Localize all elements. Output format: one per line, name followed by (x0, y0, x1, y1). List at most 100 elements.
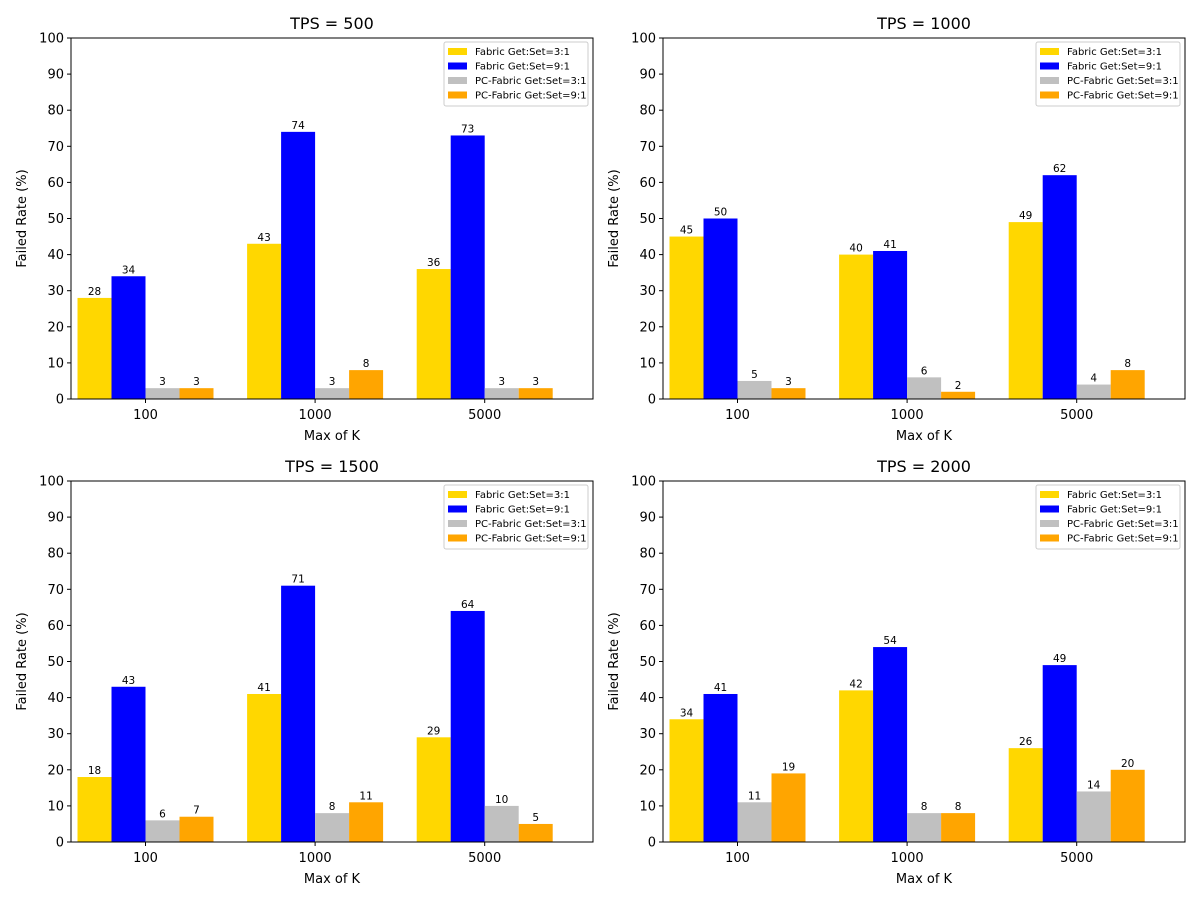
legend-swatch-2 (448, 77, 467, 84)
y-tick-label-3: 30 (639, 727, 656, 742)
y-tick-label-10: 100 (631, 32, 656, 47)
y-axis-label: Failed Rate (%) (15, 612, 30, 710)
y-tick-label-0: 0 (56, 836, 64, 851)
chart-title: TPS = 2000 (876, 457, 971, 476)
x-tick-label-1: 1000 (299, 851, 332, 866)
bar-2-1 (907, 377, 942, 399)
legend-entry-2: PC-Fabric Get:Set=3:1 (475, 76, 587, 87)
legend: Fabric Get:Set=3:1 Fabric Get:Set=9:1 PC-F… (1035, 41, 1181, 107)
value-label-2-0: 6 (159, 808, 166, 820)
legend-swatch-0 (448, 491, 467, 498)
y-tick-label-7: 70 (47, 140, 64, 155)
bar-1-2 (1042, 175, 1077, 399)
value-label-0-2: 29 (427, 725, 440, 737)
legend-entry-2: PC-Fabric Get:Set=3:1 (1067, 519, 1179, 530)
bar-0-0 (77, 777, 112, 842)
legend-box (1035, 41, 1181, 107)
bar-1-2 (450, 135, 485, 399)
bar-2-2 (1076, 791, 1111, 842)
y-tick-label-5: 50 (639, 212, 656, 227)
bar-3-1 (941, 391, 976, 399)
bar-3-0 (771, 773, 806, 842)
bar-2-1 (315, 388, 350, 399)
x-tick-label-2: 5000 (468, 851, 501, 866)
bar-0-2 (1008, 222, 1043, 399)
y-tick-label-5: 50 (47, 655, 64, 670)
legend: Fabric Get:Set=3:1 Fabric Get:Set=9:1 PC-F… (443, 484, 589, 550)
y-axis-label: Failed Rate (%) (607, 612, 622, 710)
bar-1-1 (281, 585, 316, 842)
bar-1-0 (111, 276, 146, 399)
legend-entry-2: PC-Fabric Get:Set=3:1 (475, 519, 587, 530)
value-label-2-2: 14 (1087, 779, 1101, 791)
x-tick-label-2: 5000 (468, 408, 501, 423)
value-label-3-0: 19 (782, 761, 795, 773)
x-tick-label-1: 1000 (299, 408, 332, 423)
y-tick-label-5: 50 (47, 212, 64, 227)
value-label-2-2: 4 (1090, 373, 1097, 385)
legend-entry-1: Fabric Get:Set=9:1 (475, 62, 570, 73)
bar-2-0 (145, 388, 180, 399)
bar-2-2 (1076, 384, 1111, 399)
y-tick-label-6: 60 (639, 619, 656, 634)
y-tick-label-6: 60 (639, 176, 656, 191)
legend-entry-3: PC-Fabric Get:Set=9:1 (475, 91, 587, 102)
value-label-1-0: 34 (122, 264, 136, 276)
value-label-1-1: 74 (291, 120, 305, 132)
bar-2-2 (484, 388, 519, 399)
y-tick-label-0: 0 (648, 393, 656, 408)
y-tick-label-3: 30 (47, 727, 64, 742)
value-label-1-2: 64 (461, 599, 475, 611)
legend-swatch-0 (448, 48, 467, 55)
bar-3-1 (941, 813, 976, 842)
legend-swatch-1 (1040, 505, 1059, 513)
legend-entry-0: Fabric Get:Set=3:1 (1067, 47, 1162, 58)
value-label-0-1: 42 (849, 678, 862, 690)
y-tick-label-10: 100 (631, 475, 656, 490)
y-tick-label-8: 80 (47, 104, 64, 119)
y-axis-label: Failed Rate (%) (15, 169, 30, 267)
value-label-0-1: 41 (257, 682, 270, 694)
y-tick-label-2: 20 (639, 763, 656, 778)
bar-0-0 (669, 719, 704, 842)
value-label-1-0: 43 (122, 675, 135, 687)
bar-2-0 (737, 380, 772, 399)
value-label-3-0: 3 (785, 376, 792, 388)
x-axis-label: Max of K (304, 429, 361, 444)
y-tick-label-6: 60 (47, 176, 64, 191)
value-label-1-1: 41 (883, 239, 896, 251)
value-label-1-0: 50 (714, 207, 727, 219)
bar-0-1 (839, 254, 874, 399)
y-tick-label-9: 90 (47, 68, 64, 83)
legend-swatch-2 (1040, 520, 1059, 527)
value-label-0-2: 26 (1019, 736, 1033, 748)
legend-swatch-3 (448, 534, 467, 542)
y-tick-label-2: 20 (47, 320, 64, 335)
value-label-1-0: 41 (714, 682, 727, 694)
y-tick-label-4: 40 (47, 248, 64, 263)
x-tick-label-0: 100 (725, 408, 750, 423)
bar-3-2 (1110, 370, 1145, 399)
value-label-1-1: 54 (883, 635, 897, 647)
value-label-0-2: 36 (427, 257, 441, 269)
y-tick-label-3: 30 (639, 284, 656, 299)
bar-0-2 (416, 269, 451, 399)
value-label-3-2: 8 (1124, 358, 1131, 370)
value-label-2-1: 6 (921, 365, 928, 377)
value-label-0-2: 49 (1019, 210, 1032, 222)
x-tick-label-2: 5000 (1060, 408, 1093, 423)
y-tick-label-2: 20 (47, 763, 64, 778)
legend-box (443, 41, 589, 107)
legend: Fabric Get:Set=3:1 Fabric Get:Set=9:1 PC-F… (443, 41, 589, 107)
legend-entry-2: PC-Fabric Get:Set=3:1 (1067, 76, 1179, 87)
x-tick-label-1: 1000 (891, 408, 924, 423)
y-tick-label-9: 90 (47, 511, 64, 526)
chart-panel-2: 1841294371646810711501020304050607080901… (15, 457, 594, 887)
y-tick-label-4: 40 (47, 691, 64, 706)
y-tick-label-4: 40 (639, 248, 656, 263)
legend-entry-1: Fabric Get:Set=9:1 (1067, 62, 1162, 73)
bar-3-0 (179, 388, 214, 399)
y-tick-label-2: 20 (639, 320, 656, 335)
x-axis-label: Max of K (896, 872, 953, 887)
